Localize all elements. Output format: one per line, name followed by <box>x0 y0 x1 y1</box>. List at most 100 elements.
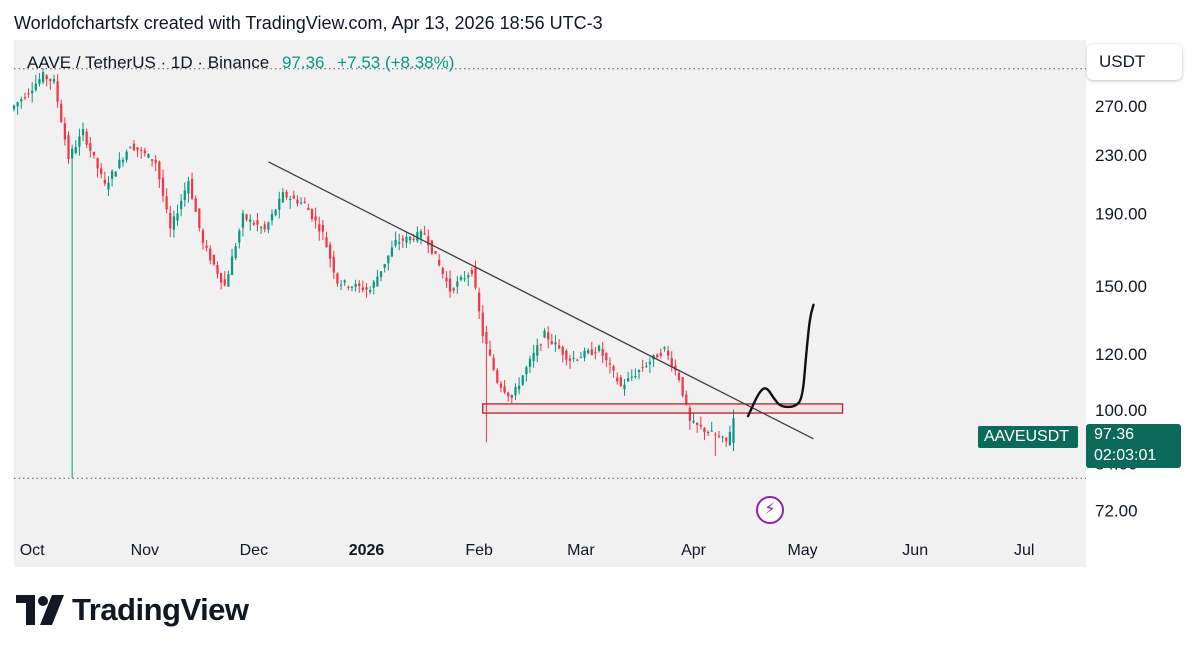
candle-body <box>550 341 553 344</box>
candle-body <box>434 251 437 254</box>
candle-body <box>456 281 459 287</box>
x-tick-label: Oct <box>20 542 45 559</box>
candle-body <box>499 383 503 388</box>
x-tick-label: Feb <box>465 542 493 559</box>
candle-body <box>125 151 128 160</box>
candle-body <box>289 199 292 201</box>
candle-body <box>154 159 157 163</box>
candle-body <box>180 200 183 209</box>
candle-body <box>205 245 208 248</box>
candle-body <box>536 345 539 356</box>
candle-body <box>572 357 575 359</box>
candle-body <box>307 207 310 211</box>
x-tick-label: Jun <box>902 542 928 559</box>
y-axis-labels: 320.00270.00230.00190.00150.00120.00100.… <box>1095 45 1147 520</box>
candle-body <box>706 432 710 434</box>
candle-body <box>310 209 314 219</box>
candle-body <box>521 375 524 385</box>
candle-body <box>41 72 45 83</box>
candle-body <box>52 79 56 82</box>
drawings[interactable] <box>268 161 844 440</box>
y-tick-label: 270.00 <box>1095 97 1147 116</box>
candle-body <box>245 214 248 220</box>
candle-body <box>256 220 259 225</box>
candle-body <box>81 129 85 136</box>
candle-body <box>176 213 179 221</box>
tradingview-logo[interactable]: TradingView <box>16 590 249 630</box>
candle-body <box>172 216 176 230</box>
candle-body <box>666 350 670 356</box>
candle-body <box>387 255 390 264</box>
candle-body <box>507 392 510 397</box>
candle-body <box>223 279 226 286</box>
candle-body <box>539 344 543 346</box>
candle-body <box>198 208 201 228</box>
candle-body <box>110 171 114 179</box>
candle-body <box>118 159 121 168</box>
candle-body <box>677 372 681 380</box>
candle-body <box>358 283 361 286</box>
candle-body <box>158 161 161 180</box>
candle-body <box>143 150 146 154</box>
candle-body <box>390 247 394 257</box>
candle-body <box>267 222 270 230</box>
last-price-label: 97.36 02:03:01 <box>1086 424 1181 468</box>
chart-legend: AAVE / TetherUS · 1D · Binance 97.36 +7.… <box>27 53 454 73</box>
chart-area[interactable] <box>14 40 1086 567</box>
currency-button[interactable]: USDT <box>1087 44 1182 80</box>
candle-body <box>74 146 77 154</box>
candle-body <box>525 367 528 375</box>
x-tick-label: Jul <box>1014 542 1034 559</box>
candle-body <box>234 246 237 258</box>
candle-body <box>318 224 321 232</box>
candle-body <box>547 332 550 340</box>
candle-body <box>492 357 495 370</box>
candles <box>12 68 735 479</box>
candle-body <box>579 357 583 359</box>
candle-body <box>648 361 652 365</box>
candle-body <box>532 352 535 362</box>
x-tick-label: May <box>787 542 817 559</box>
candle-body <box>616 377 619 382</box>
candle-body <box>132 143 136 151</box>
candle-body <box>89 143 92 151</box>
candle-body <box>725 437 728 442</box>
candle-body <box>557 345 561 349</box>
lightning-icon[interactable]: ⚡ <box>756 496 784 524</box>
candle-body <box>379 271 383 278</box>
x-tick-label: Apr <box>681 542 707 559</box>
candle-body <box>423 233 426 235</box>
projected-path <box>746 303 815 418</box>
y-tick-label: 72.00 <box>1095 502 1138 521</box>
candle-body <box>63 123 67 140</box>
y-tick-label: 190.00 <box>1095 205 1147 224</box>
candle-body <box>459 277 463 280</box>
candle-body <box>161 177 165 196</box>
candle-body <box>220 273 223 283</box>
candle-body <box>263 224 266 230</box>
candle-body <box>561 346 564 355</box>
candle-body <box>325 237 328 248</box>
candle-body <box>568 358 572 361</box>
candle-body <box>230 256 234 275</box>
candle-body <box>405 236 408 243</box>
candle-body <box>183 190 186 201</box>
candle-body <box>100 168 103 175</box>
price-scale[interactable] <box>1086 40 1200 567</box>
candle-body <box>597 345 601 351</box>
candle-body <box>92 151 96 156</box>
descending-trendline <box>268 161 814 440</box>
last-price-value: 97.36 <box>1094 426 1135 443</box>
candle-body <box>699 424 702 427</box>
candle-body <box>278 198 281 210</box>
reference-lines <box>14 68 1086 479</box>
x-axis-labels: Oct Nov Dec 2026 Feb Mar Apr May Jun Jul <box>20 542 1035 559</box>
candle-body <box>147 153 150 158</box>
candle-body <box>681 377 684 396</box>
candle-body <box>488 349 492 356</box>
candle-body <box>314 216 317 221</box>
candle-body <box>452 288 455 291</box>
candle-body <box>350 286 354 288</box>
candle-body <box>467 275 470 278</box>
